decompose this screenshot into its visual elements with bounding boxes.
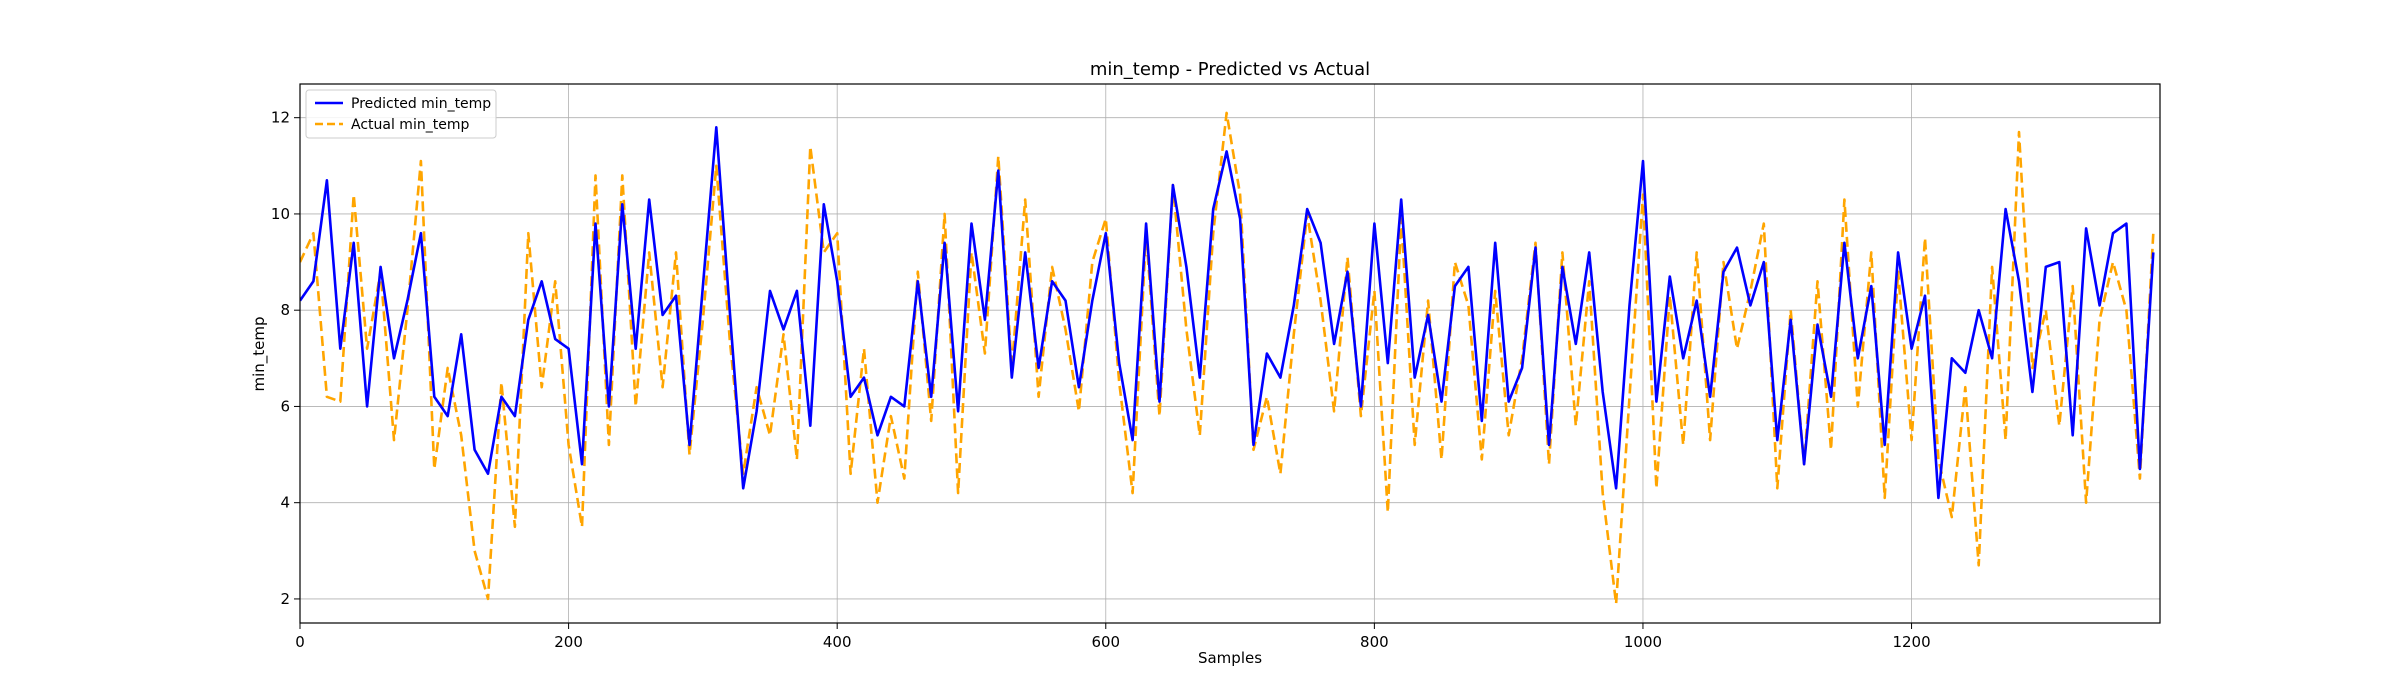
x-tick-label: 800 [1360, 633, 1389, 651]
y-axis-ticks: 2 4 6 8 10 12 [271, 109, 300, 608]
legend: Predicted min_temp Actual min_temp [305, 89, 497, 139]
plot-frame [299, 83, 2161, 624]
y-tick-label: 4 [280, 494, 290, 512]
y-tick-label: 6 [280, 397, 290, 415]
legend-label-predicted: Predicted min_temp [351, 96, 491, 112]
x-tick-label: 0 [295, 633, 305, 651]
x-tick-label: 1200 [1892, 633, 1930, 651]
series-line-actual [300, 111, 2155, 606]
series-layer [300, 111, 2155, 606]
series-line-predicted [300, 126, 2155, 500]
y-tick-label: 8 [280, 301, 290, 319]
chart-title: min_temp - Predicted vs Actual [1090, 59, 1370, 80]
x-axis-ticks: 0 200 400 600 800 1000 1200 [295, 623, 1931, 651]
legend-label-actual: Actual min_temp [351, 117, 469, 133]
x-tick-label: 200 [554, 633, 583, 651]
y-tick-label: 10 [271, 205, 290, 223]
x-tick-label: 1000 [1624, 633, 1662, 651]
y-tick-label: 12 [271, 109, 290, 127]
x-tick-label: 600 [1091, 633, 1120, 651]
x-axis-label: Samples [1198, 649, 1262, 667]
y-axis-label: min_temp [250, 316, 269, 391]
y-tick-label: 2 [280, 590, 290, 608]
legend-box [305, 89, 497, 139]
x-tick-label: 400 [823, 633, 852, 651]
